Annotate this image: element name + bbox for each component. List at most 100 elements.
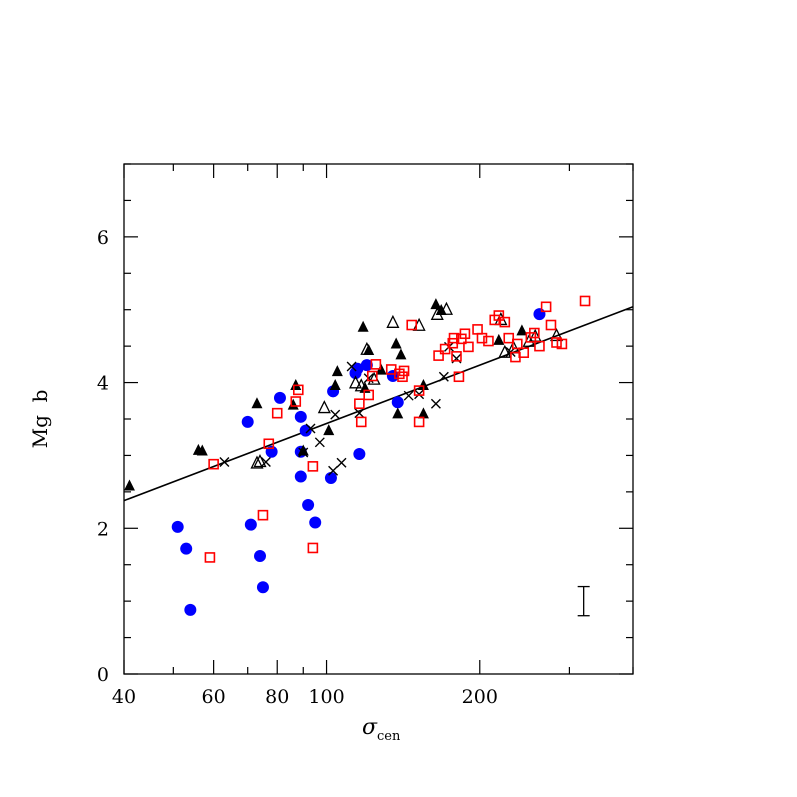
data-point-cross: [305, 423, 316, 434]
data-point-square: [476, 332, 488, 344]
data-point-circle: [171, 520, 184, 533]
data-point-circle: [256, 581, 269, 594]
x-tick-label: 80: [265, 686, 289, 708]
data-point-triangle: [392, 407, 404, 419]
error-bar: [577, 585, 590, 617]
data-point-circle: [184, 603, 197, 616]
data-point-triangle: [516, 324, 528, 336]
y-axis-label: Mg b: [28, 390, 52, 449]
data-point-square: [453, 371, 465, 383]
data-point-square: [263, 438, 275, 450]
data-point-cross: [430, 398, 441, 409]
data-point-circle: [244, 518, 257, 531]
data-point-triangle: [290, 378, 302, 390]
data-point-square: [307, 461, 319, 472]
data-point-open-triangle: [430, 306, 444, 320]
x-tick-label: 40: [112, 686, 136, 708]
data-point-circle: [299, 424, 312, 437]
data-point-circle: [294, 470, 307, 483]
data-point-triangle: [417, 407, 429, 419]
data-point-open-triangle: [250, 455, 264, 469]
data-point-triangle: [395, 348, 407, 360]
data-point-open-triangle: [253, 454, 267, 468]
x-tick-labels: 40 60 80 100 200: [112, 686, 498, 708]
data-point-circle: [386, 370, 399, 383]
data-point-triangle: [196, 444, 208, 456]
data-point-circle: [302, 498, 315, 511]
data-point-square: [534, 340, 545, 352]
data-point-square: [204, 552, 216, 563]
data-point-square: [290, 396, 302, 407]
data-point-circle: [360, 359, 373, 372]
data-point-circle: [180, 542, 193, 555]
data-point-square: [529, 327, 540, 339]
data-point-circle: [324, 472, 337, 485]
data-point-square: [355, 416, 367, 428]
fit-line: [123, 306, 634, 502]
data-point-square: [406, 319, 418, 331]
data-point-circle: [241, 415, 254, 428]
data-point-triangle: [323, 424, 335, 436]
x-tick-label: 100: [308, 686, 344, 708]
data-point-triangle: [331, 365, 343, 377]
axis-ticks: [123, 163, 634, 675]
data-point-square: [307, 542, 319, 554]
data-point-cross: [314, 437, 325, 448]
data-point-square: [579, 295, 591, 307]
data-point-cross: [328, 465, 339, 476]
data-point-cross: [354, 408, 365, 419]
data-point-square: [483, 335, 494, 347]
data-point-cross: [336, 457, 347, 468]
data-point-circle: [391, 396, 404, 409]
data-point-circle: [353, 447, 366, 460]
data-point-circle: [253, 549, 266, 562]
data-point-square: [433, 350, 444, 361]
data-point-circle: [351, 362, 364, 375]
data-point-triangle: [390, 337, 402, 349]
data-point-triangle: [430, 298, 442, 310]
x-axis-label-subscript: cen: [377, 729, 401, 744]
data-point-square: [398, 365, 410, 377]
data-point-triangle: [297, 444, 309, 456]
data-point-open-triangle: [549, 327, 564, 342]
data-point-cross: [330, 409, 341, 420]
data-point-open-triangle: [354, 378, 368, 392]
x-tick-label: 60: [202, 686, 226, 708]
y-tick-label: 0: [97, 664, 109, 686]
data-point-square: [354, 398, 365, 410]
data-point-square: [208, 458, 219, 470]
data-point-square: [503, 332, 515, 344]
data-point-square: [493, 310, 505, 321]
plot-frame: [123, 163, 634, 675]
x-tick-label: 200: [462, 686, 498, 708]
data-point-triangle: [123, 479, 135, 491]
data-point-square: [472, 324, 483, 335]
data-point-square: [556, 338, 568, 350]
data-point-triangle: [493, 333, 505, 345]
data-point-cross: [260, 456, 271, 467]
data-point-cross: [414, 389, 425, 400]
data-point-square: [448, 332, 460, 344]
data-point-cross: [451, 353, 462, 364]
data-point-square: [551, 337, 562, 348]
data-point-square: [540, 301, 552, 313]
data-point-square: [397, 371, 408, 383]
data-point-square: [271, 407, 283, 419]
data-points: [123, 295, 591, 616]
data-point-square: [459, 328, 471, 340]
data-point-square: [451, 351, 462, 362]
data-point-circle: [533, 308, 546, 321]
data-point-open-triangle: [367, 371, 381, 385]
data-point-square: [439, 343, 451, 355]
y-tick-label: 2: [97, 518, 109, 540]
data-point-open-triangle: [498, 344, 512, 358]
data-point-open-triangle: [439, 301, 453, 315]
data-point-triangle: [251, 397, 263, 409]
y-tick-label: 4: [97, 373, 109, 395]
data-point-cross: [438, 371, 449, 382]
data-point-square: [257, 509, 269, 521]
data-point-open-triangle: [386, 314, 400, 328]
y-tick-labels: 0 2 4 6: [97, 227, 109, 686]
data-point-square: [292, 384, 304, 396]
